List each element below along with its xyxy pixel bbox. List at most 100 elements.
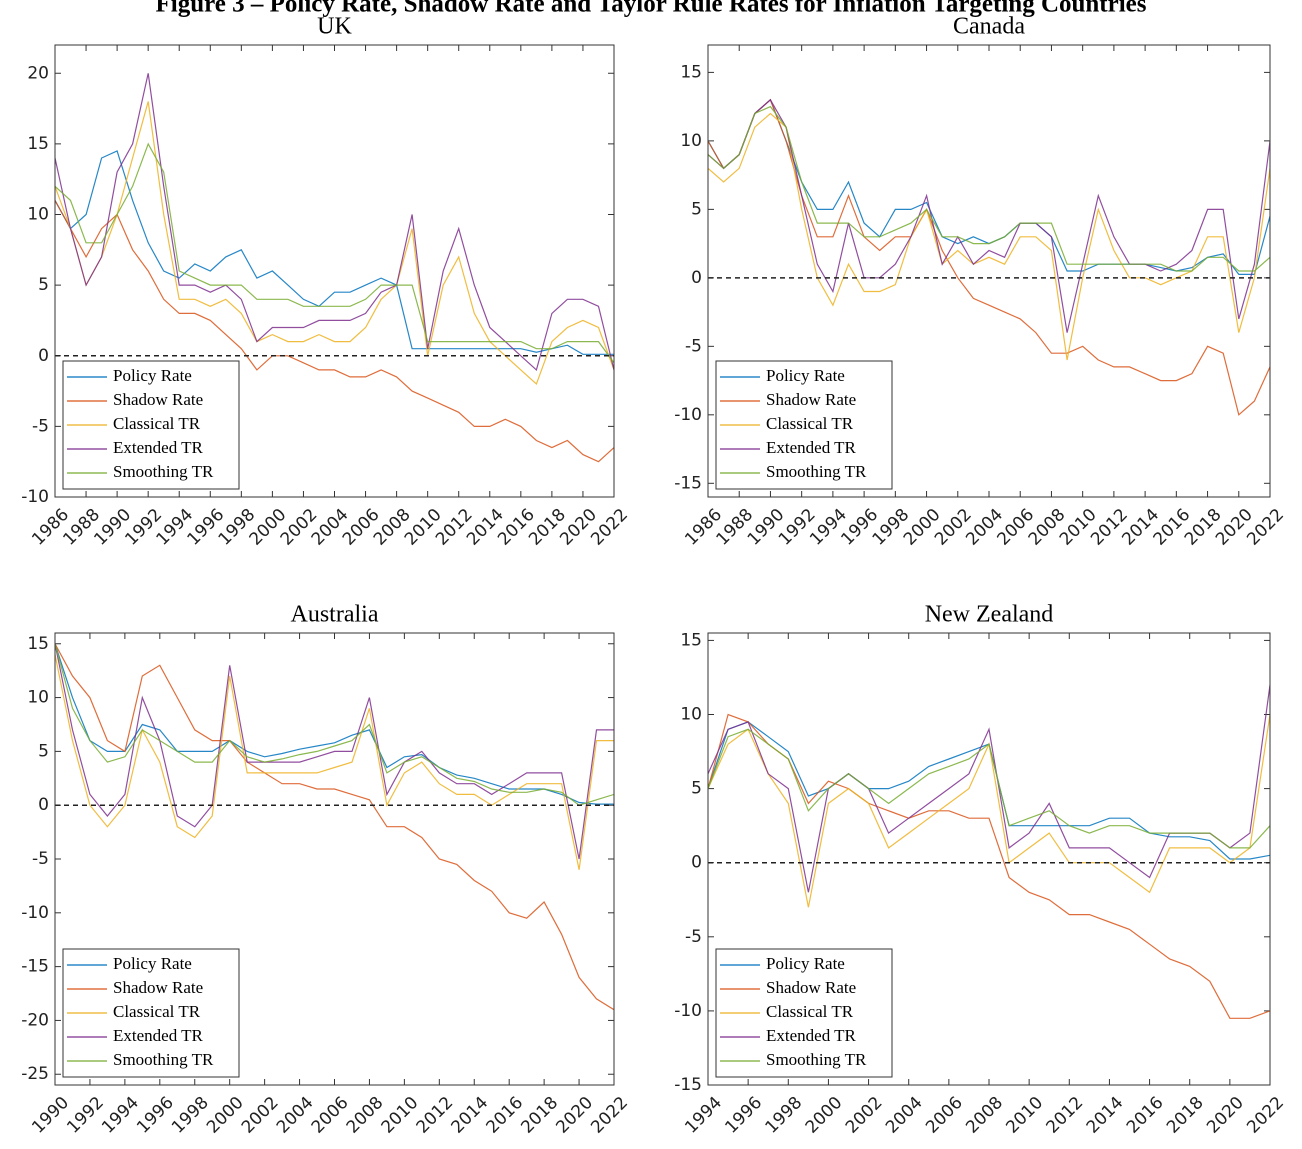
series-line [55,643,614,805]
x-tick-label: 2018 [1163,1093,1208,1138]
x-tick-label: 2016 [482,1093,527,1138]
y-tick-label: -10 [21,903,49,923]
x-tick-label: 2012 [1043,1093,1088,1138]
x-tick-label: 1990 [28,1093,73,1138]
axes-box [707,44,1271,498]
legend-label: Shadow Rate [766,390,856,409]
legend-label: Classical TR [766,1002,854,1021]
y-tick-label: 10 [680,131,702,151]
x-tick-label: 2014 [448,1093,493,1138]
panel-title: New Zealand [925,602,1054,628]
series-line [55,150,614,355]
legend-label: Smoothing TR [113,462,214,481]
legend-label: Smoothing TR [113,1050,214,1069]
legend-label: Shadow Rate [113,390,203,409]
series-line [55,200,614,463]
series-line [55,101,614,386]
x-tick-label: 2008 [962,1093,1007,1138]
x-tick-label: 2012 [413,1093,458,1138]
y-tick-label: 10 [680,705,702,725]
y-tick-label: -10 [674,1001,702,1021]
legend-label: Classical TR [113,1002,201,1021]
series-line [708,98,1270,333]
series-line [55,142,614,364]
series-line [55,643,614,1011]
y-tick-label: 10 [27,205,49,225]
y-tick-label: 5 [38,741,49,761]
x-tick-label: 2010 [378,1093,423,1138]
series-line [55,654,614,870]
legend-label: Policy Rate [113,366,192,385]
x-tick-label: 2022 [587,1093,632,1138]
y-tick-label: -20 [21,1010,49,1030]
y-tick-label: 15 [27,134,49,154]
series-line [708,713,1270,1019]
x-tick-label: 2022 [587,505,632,550]
x-tick-label: 2004 [273,1093,318,1138]
x-tick-label: 2006 [308,1093,353,1138]
series-line [55,73,614,371]
y-tick-label: -10 [21,487,49,507]
axes-box [707,632,1271,1086]
y-tick-label: 0 [691,268,702,288]
legend-label: Policy Rate [113,954,192,973]
y-tick-label: -10 [674,405,702,425]
figure-title: Figure 3 – Policy Rate, Shadow Rate and … [155,0,1146,18]
y-tick-label: 15 [27,634,49,654]
axes-box [54,44,615,498]
x-tick-label: 1996 [133,1093,178,1138]
axes-box [54,632,615,1086]
legend-label: Extended TR [766,1026,857,1045]
x-tick-label: 1994 [98,1093,143,1138]
panel-title: Australia [291,602,379,628]
series-line [708,105,1270,272]
legend-label: Policy Rate [766,954,845,973]
legend-label: Smoothing TR [766,1050,867,1069]
x-tick-label: 2016 [1123,1093,1168,1138]
legend-label: Shadow Rate [113,978,203,997]
y-tick-label: 5 [691,199,702,219]
legend-label: Extended TR [113,438,204,457]
y-tick-label: 0 [691,853,702,873]
y-tick-label: -15 [674,1075,702,1095]
y-tick-label: 0 [38,346,49,366]
series-line [708,728,1270,849]
y-tick-label: -5 [685,927,702,947]
x-tick-label: 2014 [1083,1093,1128,1138]
x-tick-label: 2002 [238,1093,283,1138]
panel-title: UK [317,14,352,40]
x-tick-label: 2022 [1243,1093,1288,1138]
legend-label: Smoothing TR [766,462,867,481]
x-tick-label: 2000 [203,1093,248,1138]
y-tick-label: -15 [674,473,702,493]
legend-label: Policy Rate [766,366,845,385]
x-tick-label: 1998 [168,1093,213,1138]
y-tick-label: 20 [27,63,49,83]
legend-label: Classical TR [766,414,854,433]
y-tick-label: 15 [680,62,702,82]
x-tick-label: 2002 [842,1093,887,1138]
x-tick-label: 1996 [721,1093,766,1138]
legend-label: Extended TR [766,438,857,457]
x-tick-label: 2006 [922,1093,967,1138]
y-tick-label: -25 [21,1064,49,1084]
y-tick-label: 0 [38,795,49,815]
legend-label: Extended TR [113,1026,204,1045]
y-tick-label: -5 [685,336,702,356]
y-tick-label: 15 [680,630,702,650]
x-tick-label: 2018 [517,1093,562,1138]
x-tick-label: 2008 [343,1093,388,1138]
x-tick-label: 1994 [681,1093,726,1138]
x-tick-label: 1998 [762,1093,807,1138]
legend-label: Shadow Rate [766,978,856,997]
x-tick-label: 2004 [882,1093,927,1138]
series-line [55,643,614,806]
y-tick-label: 10 [27,688,49,708]
series-line [55,643,614,860]
y-tick-label: 5 [691,779,702,799]
y-tick-label: -15 [21,957,49,977]
y-tick-label: -5 [32,416,49,436]
x-tick-label: 2020 [1203,1093,1248,1138]
